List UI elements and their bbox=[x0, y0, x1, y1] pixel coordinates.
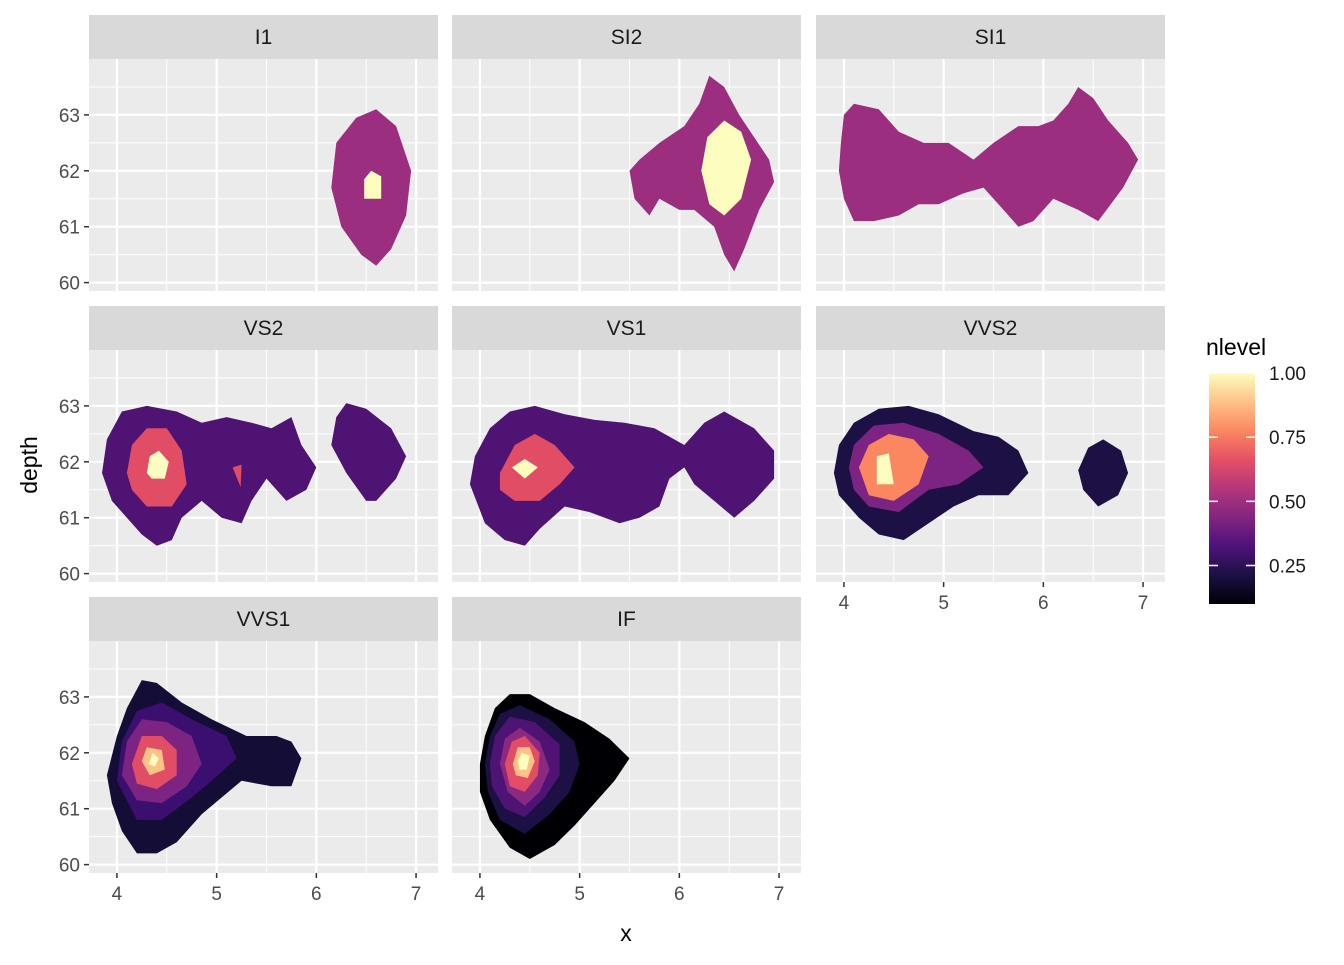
legend-break-label: 0.50 bbox=[1269, 492, 1306, 513]
x-axis-title: x bbox=[620, 920, 632, 946]
facet-strip bbox=[89, 306, 438, 350]
density-level bbox=[364, 170, 382, 199]
legend: nlevel 0.25 0.50 0.75 1.00 bbox=[1206, 334, 1306, 604]
facet-panel-i1: I1 60 61 62 63 bbox=[59, 15, 438, 295]
facet-strip-label: I1 bbox=[255, 26, 273, 49]
x-tick-label: 4 bbox=[839, 593, 850, 614]
density-level bbox=[331, 403, 407, 501]
x-tick-label: 5 bbox=[938, 593, 949, 614]
y-tick-label: 61 bbox=[59, 509, 80, 530]
density-level bbox=[629, 75, 775, 272]
facet-strip-label: SI1 bbox=[975, 26, 1007, 49]
facet-panel-vs2: VS2 60 61 62 63 bbox=[59, 306, 438, 586]
x-tick-label: 6 bbox=[674, 884, 685, 905]
facet-panel-vvs1: VVS1 60 61 62 63 4 5 6 7 bbox=[59, 597, 438, 905]
y-tick-label: 61 bbox=[59, 218, 80, 239]
x-tick-label: 7 bbox=[774, 884, 785, 905]
density-level bbox=[701, 120, 752, 216]
y-axis-title: depth bbox=[16, 436, 42, 494]
facet-strip bbox=[89, 15, 438, 59]
density-level bbox=[838, 87, 1139, 227]
facet-panel-si2: SI2 bbox=[452, 15, 801, 291]
density-level bbox=[876, 453, 894, 485]
x-tick-label: 7 bbox=[411, 884, 422, 905]
density-level bbox=[511, 459, 538, 479]
x-tick-label: 6 bbox=[311, 884, 322, 905]
x-tick-label: 7 bbox=[1138, 593, 1149, 614]
density-level bbox=[1078, 439, 1129, 507]
x-tick-label: 5 bbox=[574, 884, 585, 905]
y-tick-label: 62 bbox=[59, 162, 80, 183]
y-tick-label: 60 bbox=[59, 565, 80, 586]
facet-strip bbox=[816, 306, 1165, 350]
facet-strip bbox=[816, 15, 1165, 59]
density-level bbox=[858, 433, 929, 501]
legend-colorbar bbox=[1209, 373, 1255, 604]
x-tick-label: 4 bbox=[112, 884, 123, 905]
legend-break-label: 0.25 bbox=[1269, 557, 1306, 578]
density-level bbox=[232, 464, 242, 487]
y-tick-label: 63 bbox=[59, 397, 80, 418]
y-tick-label: 62 bbox=[59, 744, 80, 765]
facet-strip-label: VVS2 bbox=[964, 317, 1018, 340]
facet-strip bbox=[89, 597, 438, 641]
y-tick-label: 63 bbox=[59, 106, 80, 127]
density-level bbox=[146, 450, 169, 479]
facet-panel-si1: SI1 bbox=[816, 15, 1165, 291]
x-tick-label: 6 bbox=[1038, 593, 1049, 614]
facet-strip bbox=[452, 15, 801, 59]
facet-panel-vs1: VS1 bbox=[452, 306, 801, 582]
legend-break-label: 0.75 bbox=[1269, 428, 1306, 449]
x-tick-label: 4 bbox=[475, 884, 486, 905]
facet-strip-label: SI2 bbox=[611, 26, 643, 49]
facet-strip bbox=[452, 597, 801, 641]
x-tick-label: 5 bbox=[211, 884, 222, 905]
facet-strip-label: VS2 bbox=[244, 317, 284, 340]
y-tick-label: 63 bbox=[59, 688, 80, 709]
y-tick-label: 62 bbox=[59, 453, 80, 474]
facet-strip-label: VVS1 bbox=[237, 608, 291, 631]
y-tick-label: 60 bbox=[59, 274, 80, 295]
facet-strip-label: IF bbox=[617, 608, 636, 631]
facet-panel-if: IF 4 5 6 7 bbox=[452, 597, 801, 905]
facet-strip-label: VS1 bbox=[607, 317, 647, 340]
y-tick-label: 60 bbox=[59, 856, 80, 877]
facet-panel-vvs2: VVS2 4 5 6 7 bbox=[816, 306, 1165, 614]
legend-title: nlevel bbox=[1206, 334, 1266, 360]
density-level bbox=[517, 752, 530, 770]
legend-break-label: 1.00 bbox=[1269, 364, 1306, 385]
facet-strip bbox=[452, 306, 801, 350]
y-tick-label: 61 bbox=[59, 800, 80, 821]
density-level bbox=[148, 752, 159, 767]
